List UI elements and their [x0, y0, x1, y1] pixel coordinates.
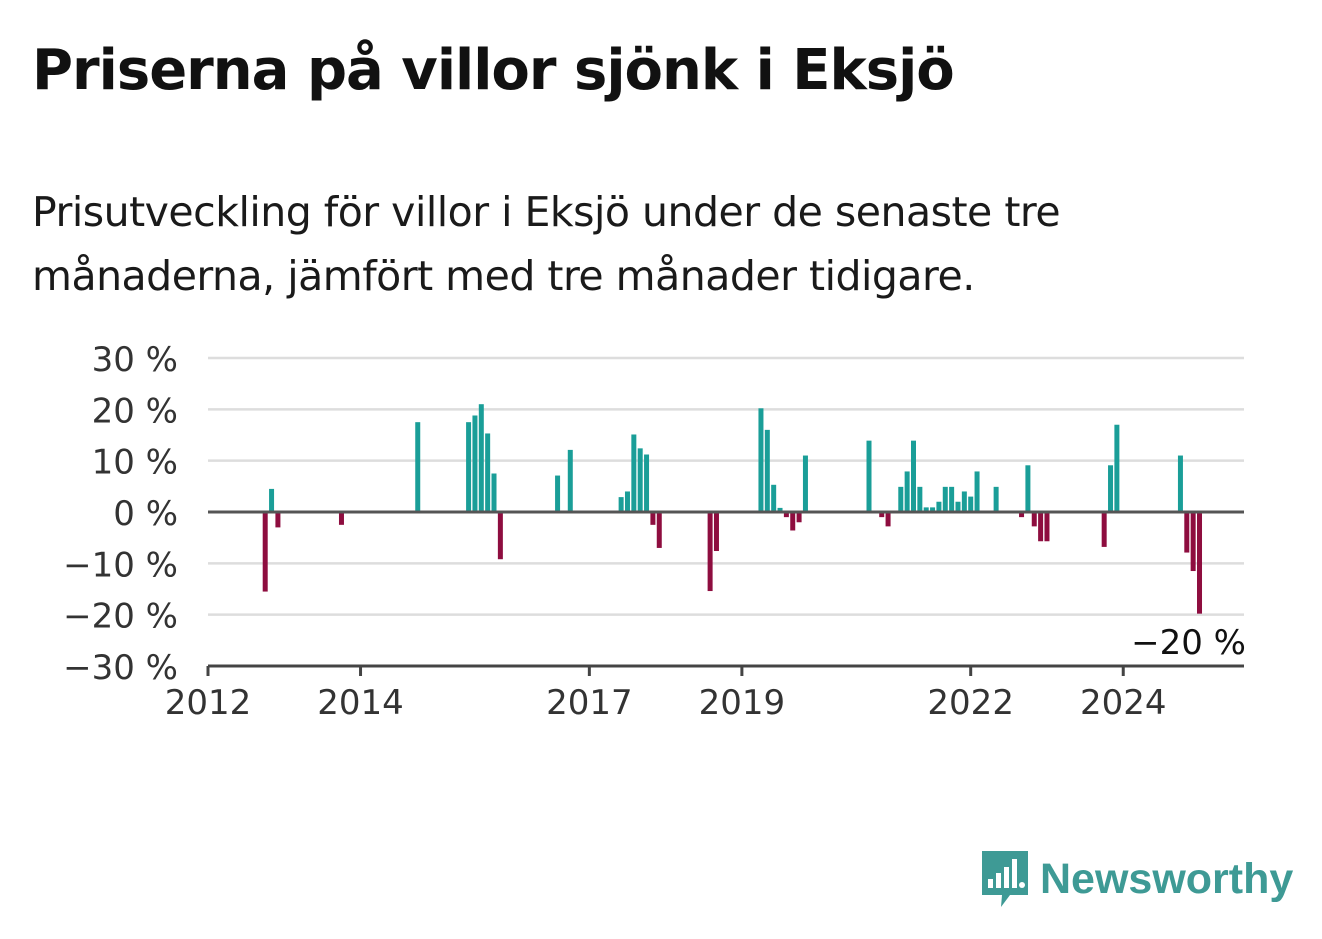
y-tick-label: −30 %	[63, 648, 178, 688]
bar	[1101, 512, 1107, 547]
bar	[618, 497, 624, 512]
axes	[206, 510, 1244, 676]
y-tick-labels: 30 % 20 % 10 % 0 % −10 % −20 % −30 %	[63, 340, 178, 688]
bar	[898, 486, 904, 512]
bar	[497, 512, 503, 560]
bar	[993, 486, 999, 512]
bar	[656, 512, 662, 548]
bars	[262, 404, 1203, 614]
bar	[1025, 465, 1031, 512]
x-tick-labels: 2012 2014 2017 2019 2022 2024	[165, 683, 1167, 723]
brand-name: Newsworthy	[1040, 854, 1294, 903]
x-tick-label: 2019	[699, 683, 786, 723]
y-tick-label: −10 %	[63, 545, 178, 585]
bar	[338, 512, 344, 525]
bar	[790, 512, 796, 531]
bar	[1197, 512, 1203, 614]
bar	[936, 501, 942, 512]
bar	[771, 484, 777, 512]
bar	[917, 486, 923, 512]
bar	[955, 501, 961, 512]
bar	[567, 449, 573, 512]
y-tick-label: 10 %	[92, 443, 178, 483]
bar	[707, 512, 713, 592]
bar	[923, 507, 929, 512]
bar	[485, 433, 491, 512]
bar	[478, 404, 484, 512]
x-tick-label: 2024	[1080, 683, 1167, 723]
gridlines	[208, 356, 1244, 616]
bar	[783, 512, 789, 518]
bar	[949, 486, 955, 512]
bar	[650, 512, 656, 525]
chart-title: Priserna på villor sjönk i Eksjö	[32, 38, 955, 103]
x-tick-label: 2014	[317, 683, 404, 723]
bar	[802, 455, 808, 512]
chart-subtitle: Prisutveckling för villor i Eksjö under …	[32, 188, 1061, 300]
bar	[1031, 512, 1037, 527]
bar	[269, 488, 275, 512]
bar	[930, 507, 936, 512]
bar	[644, 454, 650, 512]
bar	[637, 448, 643, 512]
bar	[1190, 512, 1196, 572]
x-tick-label: 2012	[165, 683, 252, 723]
bar	[879, 512, 885, 518]
bar	[713, 512, 719, 552]
bar	[1019, 512, 1025, 518]
x-tick-label: 2022	[927, 683, 1014, 723]
bar	[472, 415, 478, 512]
bar	[1114, 424, 1120, 512]
bar	[631, 434, 637, 512]
bar	[466, 422, 472, 512]
y-tick-label: 20 %	[92, 391, 178, 431]
y-tick-label: 0 %	[113, 494, 178, 534]
bar	[1038, 512, 1044, 542]
bar	[1044, 512, 1050, 542]
last-value-label: −20 %	[1131, 623, 1246, 663]
bar	[904, 471, 910, 512]
bar	[968, 496, 974, 512]
y-tick-label: 30 %	[92, 340, 178, 380]
bar	[491, 473, 497, 512]
bar	[764, 429, 770, 512]
bar	[974, 471, 980, 512]
bar	[624, 491, 630, 512]
bar	[1184, 512, 1190, 553]
brand[interactable]: Newsworthy	[980, 848, 1293, 910]
bar-chart: 30 %20 %10 %0 %−10 %−20 %−30 % 2012 2014 2…	[63, 340, 1246, 723]
bar	[866, 440, 872, 512]
bar	[275, 512, 281, 528]
bar	[942, 486, 948, 512]
bar	[961, 491, 967, 512]
bar	[555, 475, 561, 512]
bar	[758, 408, 764, 512]
bar	[910, 440, 916, 512]
x-tick-label: 2017	[546, 683, 633, 723]
bar	[796, 512, 802, 523]
y-tick-label: −20 %	[63, 597, 178, 637]
bar	[1108, 465, 1114, 512]
bar	[415, 422, 421, 512]
annotations: −20 %	[1131, 623, 1246, 663]
bar	[1177, 455, 1183, 512]
bar	[777, 507, 783, 512]
bar	[885, 512, 891, 527]
newsworthy-logo-icon	[982, 851, 1028, 907]
bar	[262, 512, 268, 592]
